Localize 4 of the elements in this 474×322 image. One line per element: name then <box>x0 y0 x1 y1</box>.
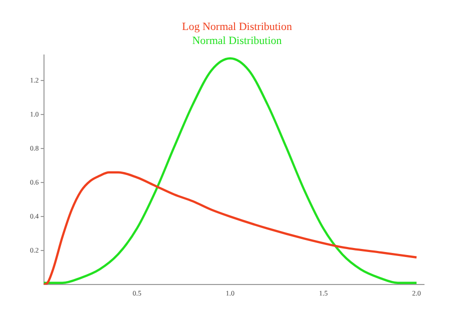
line-series <box>44 171 418 285</box>
line-series <box>44 57 418 284</box>
series-label: Normal Distribution <box>191 34 283 48</box>
text: Log Normal Distribution <box>181 20 293 34</box>
